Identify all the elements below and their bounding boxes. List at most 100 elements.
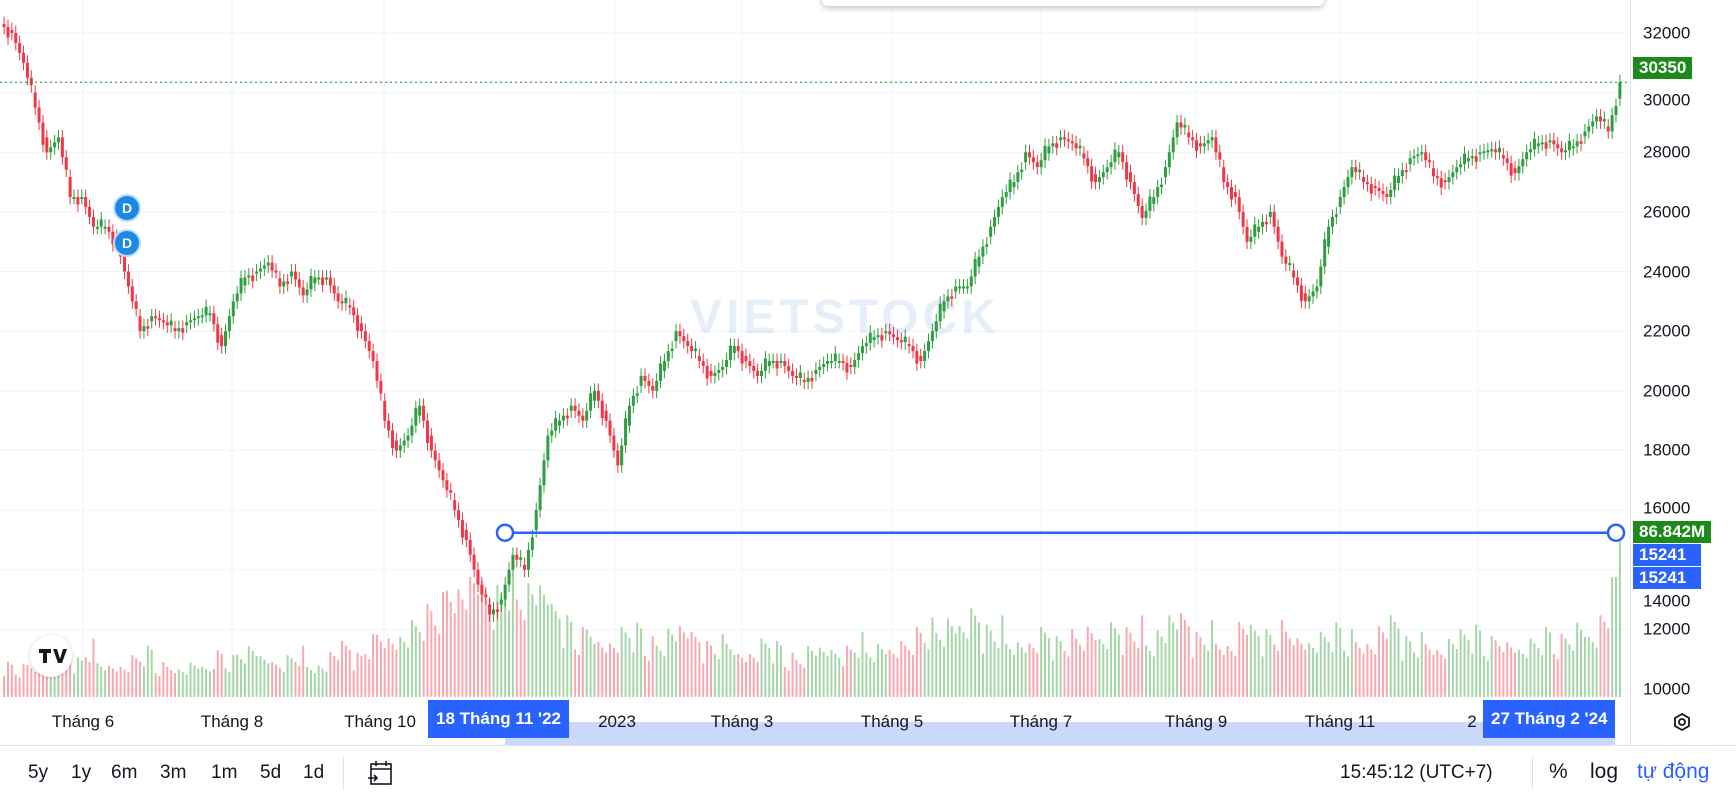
volume-bar xyxy=(298,666,301,697)
log-toggle[interactable]: log xyxy=(1590,760,1619,783)
volume-bar xyxy=(1117,634,1120,697)
candle-body xyxy=(480,584,484,595)
candle-body xyxy=(1610,115,1614,132)
volume-bar xyxy=(492,629,495,697)
percent-toggle[interactable]: % xyxy=(1549,760,1568,783)
volume-bar xyxy=(1249,624,1252,697)
candle-body xyxy=(1517,166,1521,174)
volume-bar xyxy=(543,595,545,697)
candle-body xyxy=(231,301,235,317)
candle-body xyxy=(181,328,185,333)
volume-bar xyxy=(818,647,821,697)
candle-body xyxy=(1525,152,1529,160)
candle-body xyxy=(794,375,798,378)
measure-handle xyxy=(495,523,515,542)
volume-bar xyxy=(783,666,786,697)
candle-body xyxy=(592,390,596,401)
candle-body xyxy=(868,332,872,344)
candle-body xyxy=(624,418,628,446)
volume-bar xyxy=(1447,639,1450,697)
auto-scale-toggle[interactable]: tự động xyxy=(1637,760,1710,783)
candle-body xyxy=(1008,179,1012,193)
time-axis[interactable]: Tháng 6 Tháng 8 Tháng 10 2023 Tháng 3 Th… xyxy=(0,700,1630,745)
volume-bar xyxy=(554,611,557,697)
popup-panel xyxy=(822,0,1324,6)
volume-bar xyxy=(1362,653,1365,697)
bottom-toolbar: 5y 1y 6m 3m 1m 5d 1d 15:45:12 (UTC+7) % … xyxy=(0,745,1736,801)
range-6m-button[interactable]: 6m xyxy=(111,762,138,783)
candle-body xyxy=(1156,187,1160,197)
candle-body xyxy=(150,316,154,322)
volume-bar xyxy=(1129,632,1132,697)
candle-body xyxy=(1311,291,1315,297)
dividend-marker[interactable]: D xyxy=(113,229,141,257)
candle-body xyxy=(266,262,270,266)
range-5y-button[interactable]: 5y xyxy=(28,762,49,783)
range-1m-button[interactable]: 1m xyxy=(211,762,238,783)
dividend-marker[interactable]: D xyxy=(113,194,141,222)
candle-body xyxy=(938,303,942,322)
volume-bar xyxy=(908,649,911,697)
candle-body xyxy=(530,537,534,550)
candle-body xyxy=(1393,175,1397,191)
volume-bar xyxy=(1521,653,1524,697)
candle-body xyxy=(309,276,313,290)
candle-body xyxy=(460,520,464,538)
volume-bar xyxy=(1424,643,1427,697)
candle-body xyxy=(1455,167,1459,173)
volume-bar xyxy=(515,599,518,697)
candle-body xyxy=(49,147,53,153)
volume-bar xyxy=(306,666,309,697)
volume-bar xyxy=(1214,643,1217,697)
volume-bar xyxy=(939,639,942,697)
candle-body xyxy=(864,343,868,347)
volume-bar xyxy=(236,654,239,697)
clock-time[interactable]: 15:45:12 (UTC+7) xyxy=(1340,762,1493,783)
volume-bar xyxy=(577,655,580,697)
volume-bar xyxy=(717,659,720,697)
volume-bar xyxy=(1055,636,1058,697)
range-3m-button[interactable]: 3m xyxy=(160,762,187,783)
volume-bar xyxy=(1187,626,1190,697)
volume-bar xyxy=(1020,647,1023,697)
candle-body xyxy=(468,539,472,555)
volume-bar xyxy=(1312,648,1315,697)
range-1d-button[interactable]: 1d xyxy=(303,762,325,783)
volume-bar xyxy=(1479,630,1482,697)
candle-body xyxy=(950,296,954,299)
price-chart[interactable] xyxy=(0,0,1630,700)
volume-bar xyxy=(1440,654,1443,697)
axis-settings-button[interactable] xyxy=(1668,708,1696,736)
candle-body xyxy=(1400,170,1404,177)
candle-body xyxy=(126,271,130,287)
tradingview-logo[interactable] xyxy=(30,635,72,677)
volume-bar xyxy=(768,648,771,697)
candle-body xyxy=(810,377,814,382)
go-to-date-button[interactable] xyxy=(365,758,395,794)
candle-body xyxy=(1128,172,1132,183)
volume-bar xyxy=(1024,652,1027,697)
range-1y-button[interactable]: 1y xyxy=(71,762,92,783)
candle-body xyxy=(138,316,142,332)
volume-bar xyxy=(609,643,612,697)
candle-body xyxy=(503,584,507,600)
candle-body xyxy=(251,275,255,281)
volume-bar xyxy=(919,632,922,697)
divider xyxy=(1532,756,1533,790)
candle-body xyxy=(1307,296,1311,302)
candle-body xyxy=(53,142,57,148)
candle-body xyxy=(1288,263,1292,266)
candle-body xyxy=(666,351,670,361)
volume-bar xyxy=(457,589,460,697)
volume-bar xyxy=(321,668,324,697)
candle-body xyxy=(1249,236,1253,242)
range-5d-button[interactable]: 5d xyxy=(260,762,282,783)
candle-body xyxy=(853,360,857,367)
candle-body xyxy=(1587,126,1591,132)
volume-bar xyxy=(434,625,437,697)
candle-body xyxy=(977,256,981,267)
candle-body xyxy=(1296,277,1300,286)
candle-body xyxy=(911,346,915,352)
candle-body xyxy=(278,278,282,287)
volume-bar xyxy=(372,634,375,697)
